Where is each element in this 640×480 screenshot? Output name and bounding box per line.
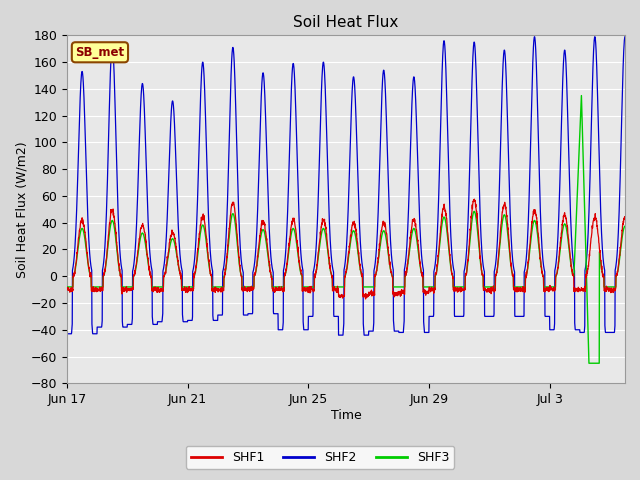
Text: SB_met: SB_met [76,46,125,59]
Legend: SHF1, SHF2, SHF3: SHF1, SHF2, SHF3 [186,446,454,469]
Y-axis label: Soil Heat Flux (W/m2): Soil Heat Flux (W/m2) [15,141,28,277]
X-axis label: Time: Time [331,409,362,422]
Title: Soil Heat Flux: Soil Heat Flux [293,15,399,30]
